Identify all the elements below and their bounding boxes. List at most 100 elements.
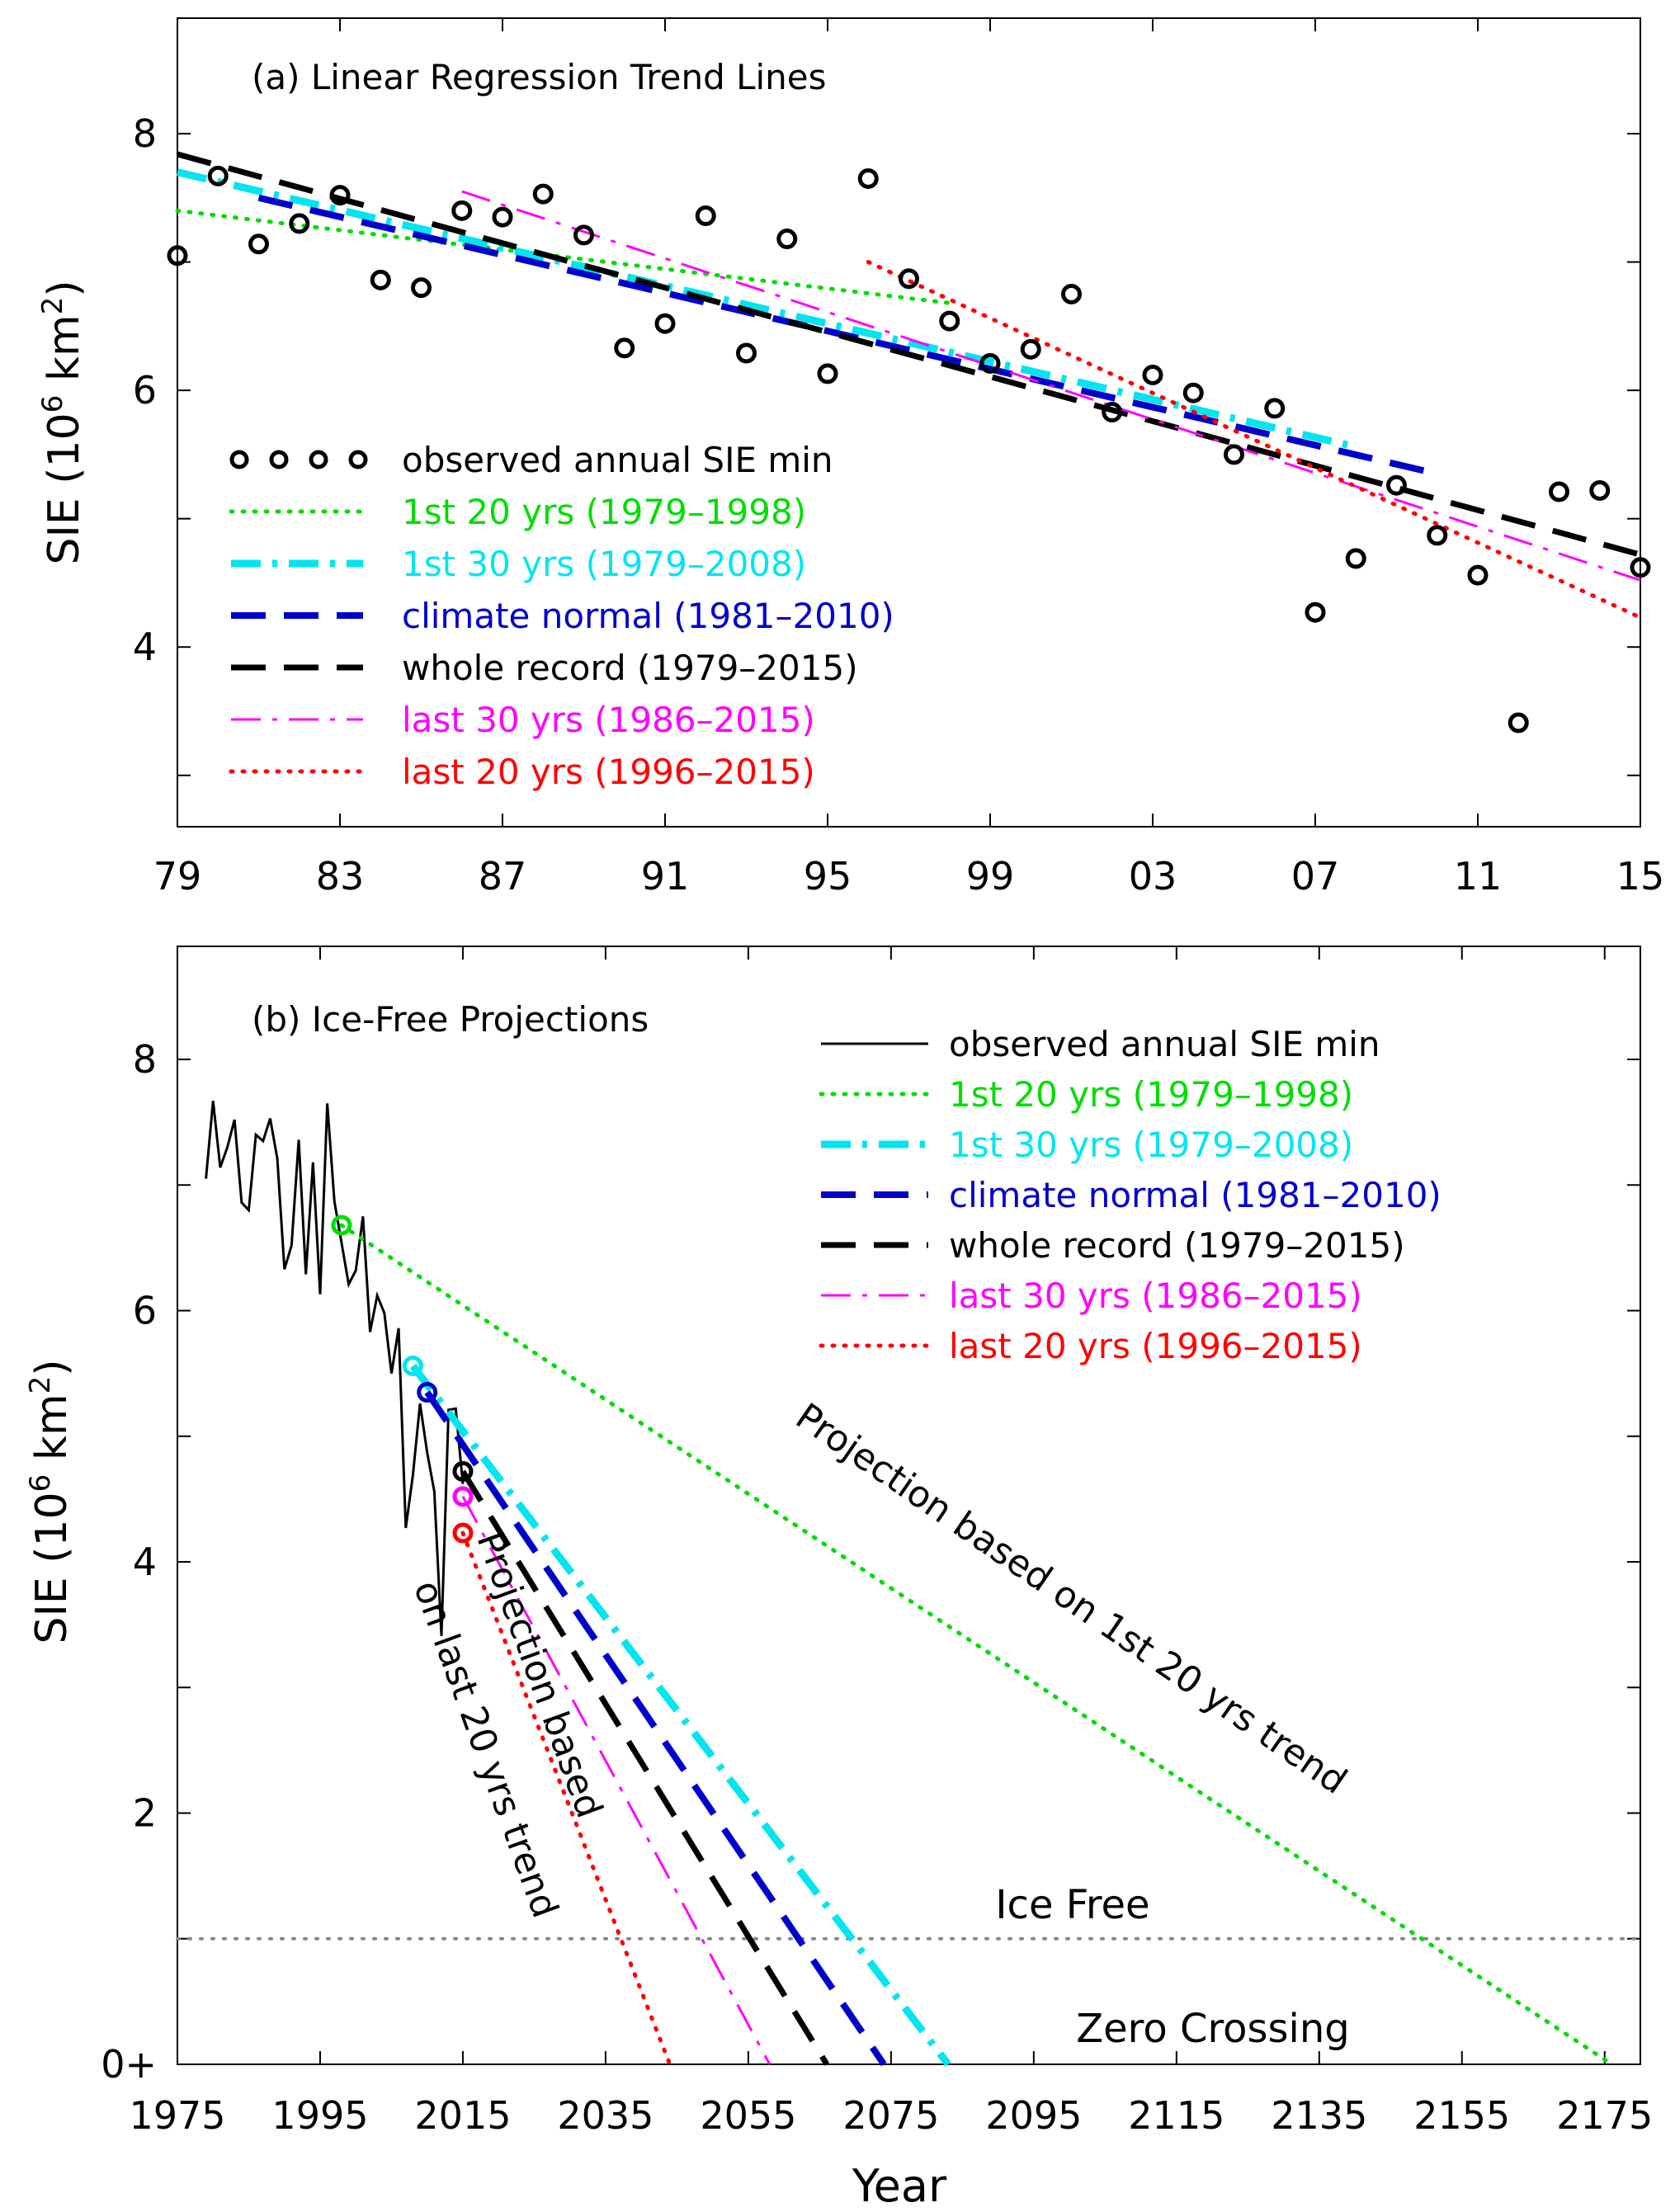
a-observed-point <box>492 206 513 228</box>
b-xtick-label: 2175 <box>1556 2093 1653 2138</box>
b-xtick-label: 2155 <box>1413 2093 1510 2138</box>
a-observed-point <box>857 167 879 189</box>
a-legend-label-observed: observed annual SIE min <box>402 440 833 480</box>
a-observed-point <box>289 213 310 234</box>
panel-b-ice-free-projections: (b) Ice-Free Projections Ice Free Zero C… <box>24 946 1653 2212</box>
a-observed-point <box>736 342 757 364</box>
a-xtick-label: 11 <box>1454 854 1503 898</box>
a-observed-point <box>614 337 635 359</box>
panel-a-y-axis-label: SIE (106 km2) <box>36 280 89 564</box>
b-projection-line-5 <box>460 1530 672 2067</box>
a-observed-point <box>1630 557 1651 578</box>
a-observed-point <box>370 269 391 290</box>
a-observed-point <box>207 165 229 186</box>
panel-a-observed-points <box>167 165 1651 733</box>
b-ytick-label: 2 <box>133 1791 157 1836</box>
b-projection-line-2 <box>424 1390 887 2067</box>
ice-free-annotation: Ice Free <box>995 1882 1149 1928</box>
b-projection-line-0 <box>339 1223 1614 2067</box>
b-start-marker-5 <box>452 1522 474 1544</box>
panel-b-x-axis-label: Year <box>852 2160 947 2212</box>
panel-b-y-tick-labels: 0+ 2 4 6 8 <box>101 1037 157 2087</box>
a-xtick-label: 95 <box>804 854 852 898</box>
a-legend-marker-observed <box>229 450 249 469</box>
a-observed-point <box>817 363 838 384</box>
b-xtick-label: 1975 <box>129 2093 225 2138</box>
a-observed-point <box>1142 364 1163 385</box>
b-xtick-label: 2115 <box>1128 2093 1224 2138</box>
a-xtick-label: 07 <box>1291 854 1340 898</box>
a-xtick-label: 79 <box>153 854 202 898</box>
b-legend-label-4: last 30 yrs (1986–2015) <box>949 1276 1362 1316</box>
a-trend-line-3 <box>177 151 1641 558</box>
a-observed-point <box>1508 712 1529 733</box>
a-ytick-label: 8 <box>133 111 157 156</box>
panel-b-projection-lines <box>205 1101 1614 2067</box>
b-legend-label-2: climate normal (1981–2010) <box>949 1175 1441 1215</box>
a-observed-point <box>1386 474 1407 496</box>
b-xtick-label: 2075 <box>842 2093 939 2138</box>
a-observed-point <box>1345 548 1366 569</box>
a-legend-marker-observed <box>309 450 328 469</box>
panel-a-legend: observed annual SIE min 1st 20 yrs (1979–… <box>229 440 894 792</box>
a-xtick-label: 91 <box>641 854 690 898</box>
b-xtick-label: 2035 <box>557 2093 653 2138</box>
b-ytick-label: 8 <box>133 1037 157 1082</box>
a-observed-point <box>248 233 269 255</box>
b-observed-line <box>205 1101 465 1636</box>
a-xtick-label: 15 <box>1616 854 1665 898</box>
panel-b-ticks <box>177 946 1640 2065</box>
a-xtick-label: 87 <box>479 854 527 898</box>
a-observed-point <box>573 224 594 246</box>
a-observed-point <box>167 245 188 266</box>
a-xtick-label: 99 <box>966 854 1015 898</box>
b-legend-label-5: last 20 yrs (1996–2015) <box>949 1326 1362 1366</box>
a-observed-point <box>411 277 432 299</box>
a-legend-label-4: last 30 yrs (1986–2015) <box>402 700 815 740</box>
a-observed-point <box>1224 444 1244 465</box>
b-xtick-label: 2015 <box>414 2093 511 2138</box>
panel-b-y-axis-label: SIE (106 km2) <box>24 1359 77 1644</box>
a-legend-marker-observed <box>348 450 368 469</box>
a-trend-line-4 <box>461 190 1641 582</box>
a-ytick-label: 6 <box>133 368 157 413</box>
b-start-marker-1 <box>402 1356 423 1377</box>
a-legend-marker-observed <box>269 450 289 469</box>
a-observed-point <box>1589 479 1611 501</box>
a-legend-label-0: 1st 20 yrs (1979–1998) <box>402 492 806 532</box>
b-start-marker-0 <box>331 1214 352 1236</box>
b-legend-label-observed: observed annual SIE min <box>949 1024 1380 1064</box>
b-legend-label-3: whole record (1979–2015) <box>949 1225 1405 1266</box>
a-trend-line-1 <box>176 168 1357 450</box>
b-xtick-label: 1995 <box>271 2093 368 2138</box>
b-xtick-label: 2135 <box>1271 2093 1367 2138</box>
a-observed-point <box>1427 525 1448 546</box>
b-xtick-label: 2095 <box>985 2093 1082 2138</box>
b-start-marker-3 <box>452 1460 474 1482</box>
a-observed-point <box>1102 402 1123 423</box>
a-observed-point <box>1305 601 1326 623</box>
panel-a-linear-regression: (a) Linear Regression Trend Lines 4 6 8 79… <box>36 17 1665 898</box>
a-observed-point <box>329 185 351 206</box>
a-observed-point <box>695 205 716 227</box>
a-observed-point <box>1467 564 1489 586</box>
a-xtick-label: 83 <box>316 854 365 898</box>
a-observed-point <box>776 229 798 250</box>
panel-a-title: (a) Linear Regression Trend Lines <box>252 57 827 97</box>
a-observed-point <box>1264 398 1286 419</box>
b-legend-label-1: 1st 30 yrs (1979–2008) <box>949 1125 1353 1165</box>
b-ytick-label: 0+ <box>101 2042 157 2087</box>
a-observed-point <box>979 352 1001 374</box>
b-projection-line-4 <box>461 1496 771 2065</box>
panel-b-start-markers <box>331 1214 474 1544</box>
panel-a-y-tick-labels: 4 6 8 <box>133 111 157 669</box>
a-observed-point <box>899 268 919 290</box>
a-legend-label-3: whole record (1979–2015) <box>402 648 858 688</box>
panel-b-legend: observed annual SIE min 1st 20 yrs (1979–… <box>819 1024 1441 1366</box>
b-projection-line-3 <box>460 1469 830 2066</box>
b-start-marker-2 <box>417 1381 438 1403</box>
a-observed-point <box>1020 338 1041 360</box>
b-legend-label-0: 1st 20 yrs (1979–1998) <box>949 1074 1353 1115</box>
panel-a-plot-area <box>177 17 1641 828</box>
